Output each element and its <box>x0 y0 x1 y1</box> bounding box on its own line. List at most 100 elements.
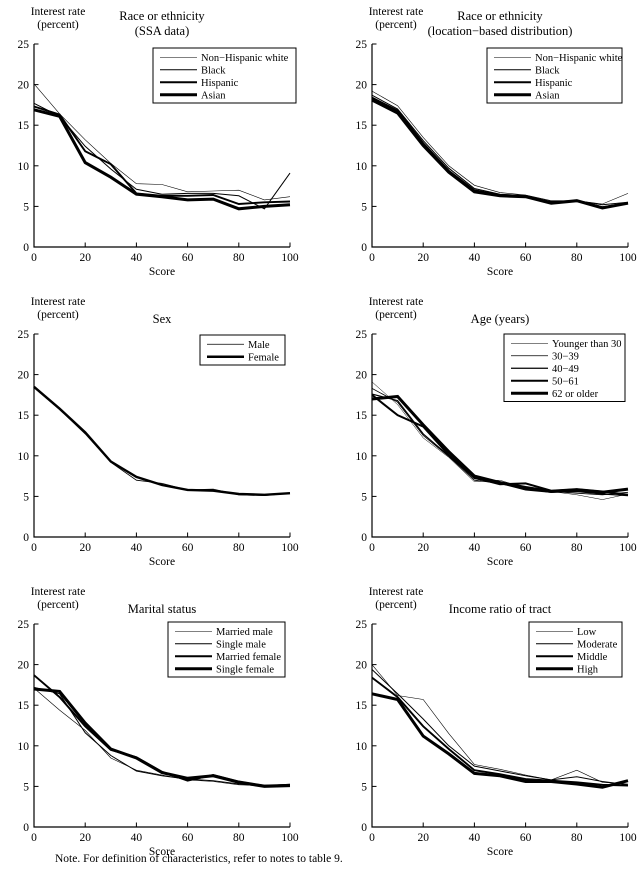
y-axis-caption: (percent) <box>37 309 79 321</box>
y-tick-label: 25 <box>18 619 30 631</box>
chart-svg-race-or-ethnicity-ssa-data: Interest rate(percent) Race or ethnicity(… <box>18 6 299 278</box>
y-tick-label: 10 <box>356 161 368 173</box>
x-axis-caption: Score <box>487 846 513 858</box>
x-tick-label: 60 <box>182 252 194 264</box>
x-tick-label: 0 <box>369 252 375 264</box>
y-tick-label: 25 <box>356 329 368 341</box>
chart-svg-race-or-ethnicity-location-based-distribution: Interest rate(percent) Race or ethnicity(… <box>356 6 637 278</box>
legend-label-non-hispanic-white: Non−Hispanic white <box>201 53 289 64</box>
series-line-middle <box>371 676 629 787</box>
legend-label-married-male: Married male <box>216 627 273 638</box>
x-axis-caption: Score <box>149 846 175 858</box>
y-axis-caption: Interest rate <box>31 586 86 598</box>
y-tick-label: 15 <box>18 700 30 712</box>
x-tick-label: 20 <box>79 542 91 554</box>
legend-label-married-female: Married female <box>216 652 281 663</box>
x-tick-label: 40 <box>131 542 143 554</box>
legend-label-low: Low <box>577 627 597 638</box>
y-tick-label: 10 <box>356 451 368 463</box>
x-tick-label: 20 <box>417 832 429 844</box>
y-tick-label: 20 <box>18 80 30 92</box>
y-tick-label: 10 <box>18 161 30 173</box>
legend-label-black: Black <box>201 65 226 76</box>
y-tick-label: 15 <box>356 700 368 712</box>
chart-svg-sex: Interest rate(percent) Sex 0 5 10 15 20 25 0 20 40… <box>18 296 299 568</box>
series-line-black <box>371 94 629 206</box>
y-tick-label: 15 <box>356 120 368 132</box>
x-tick-label: 60 <box>182 832 194 844</box>
x-axis-caption: Score <box>487 266 513 278</box>
y-tick-label: 0 <box>23 532 29 544</box>
series-line-asian <box>33 108 291 211</box>
x-axis-caption: Score <box>149 266 175 278</box>
y-axis-caption: Interest rate <box>369 296 424 308</box>
chart-panel-race-ssa: Interest rate (percent) Race or ethnicity(… <box>0 0 322 290</box>
legend-label-moderate: Moderate <box>577 639 618 650</box>
y-tick-label: 5 <box>361 491 367 503</box>
chart-title: Marital status <box>128 602 197 616</box>
x-tick-label: 100 <box>281 252 299 264</box>
legend-label-50-61: 50−61 <box>552 376 579 387</box>
chart-svg-age-years: Interest rate(percent) Age (years) 0 5 10 15 2… <box>356 296 637 568</box>
y-tick-label: 5 <box>361 201 367 213</box>
y-tick-label: 15 <box>18 120 30 132</box>
x-tick-label: 80 <box>233 252 245 264</box>
y-axis-caption: Interest rate <box>31 6 86 18</box>
y-tick-label: 0 <box>23 242 29 254</box>
x-tick-label: 0 <box>31 252 37 264</box>
series-line-married-female <box>33 674 291 787</box>
y-tick-label: 20 <box>18 370 30 382</box>
x-tick-label: 100 <box>619 832 637 844</box>
chart-panel-race-location: Interest rate (percent) Race or ethnicity(… <box>322 0 644 290</box>
series-line-hispanic <box>371 96 629 209</box>
figure-note: Note. For definition of characteristics,… <box>55 853 343 865</box>
series-line-high <box>371 692 629 789</box>
legend-label-hispanic: Hispanic <box>535 78 573 89</box>
y-tick-label: 25 <box>18 329 30 341</box>
x-tick-label: 40 <box>469 252 481 264</box>
chart-title: Income ratio of tract <box>449 602 552 616</box>
chart-title: Race or ethnicity <box>457 9 543 23</box>
legend-label-black: Black <box>535 65 560 76</box>
y-axis-caption: (percent) <box>37 599 79 611</box>
chart-title: (SSA data) <box>135 24 190 38</box>
series-line-female <box>33 385 291 497</box>
chart-svg-marital-status: Interest rate(percent) Marital status 0 5 10… <box>18 586 299 858</box>
chart-panel-income-ratio: Interest rate (percent) Income ratio of tr… <box>322 580 644 882</box>
y-tick-label: 20 <box>356 370 368 382</box>
legend-label-middle: Middle <box>577 652 608 663</box>
x-tick-label: 0 <box>369 832 375 844</box>
legend-label-hispanic: Hispanic <box>201 78 239 89</box>
y-tick-label: 15 <box>356 410 368 422</box>
x-tick-label: 60 <box>520 832 532 844</box>
series-line-black <box>33 102 291 210</box>
y-tick-label: 0 <box>361 822 367 834</box>
series-line-moderate <box>371 669 629 786</box>
legend-label-single-female: Single female <box>216 664 274 675</box>
y-axis-caption: Interest rate <box>369 586 424 598</box>
series-line-30-39 <box>371 388 629 496</box>
y-tick-label: 20 <box>356 80 368 92</box>
y-tick-label: 10 <box>18 451 30 463</box>
x-tick-label: 100 <box>619 542 637 554</box>
y-axis-caption: (percent) <box>375 599 417 611</box>
legend-label-high: High <box>577 664 599 675</box>
legend-label-asian: Asian <box>535 90 560 101</box>
x-tick-label: 100 <box>281 542 299 554</box>
legend-label-30-39: 30−39 <box>552 351 579 362</box>
legend-label-male: Male <box>248 340 270 351</box>
y-axis-caption: (percent) <box>375 19 417 31</box>
chart-svg-income-ratio-of-tract: Interest rate(percent) Income ratio of tr… <box>356 586 637 858</box>
y-axis-caption: Interest rate <box>369 6 424 18</box>
chart-panel-sex: Interest rate (percent) Sex 0 5 10 15 20 25 0 20 40… <box>0 290 322 580</box>
x-tick-label: 60 <box>182 542 194 554</box>
series-line-non-hispanic-white <box>33 83 291 201</box>
legend-label-40-49: 40−49 <box>552 364 579 375</box>
y-tick-label: 5 <box>23 201 29 213</box>
y-tick-label: 20 <box>356 660 368 672</box>
series-line-62-or-older <box>371 394 629 494</box>
y-tick-label: 10 <box>18 741 30 753</box>
y-tick-label: 15 <box>18 410 30 422</box>
chart-title: Sex <box>153 312 173 326</box>
